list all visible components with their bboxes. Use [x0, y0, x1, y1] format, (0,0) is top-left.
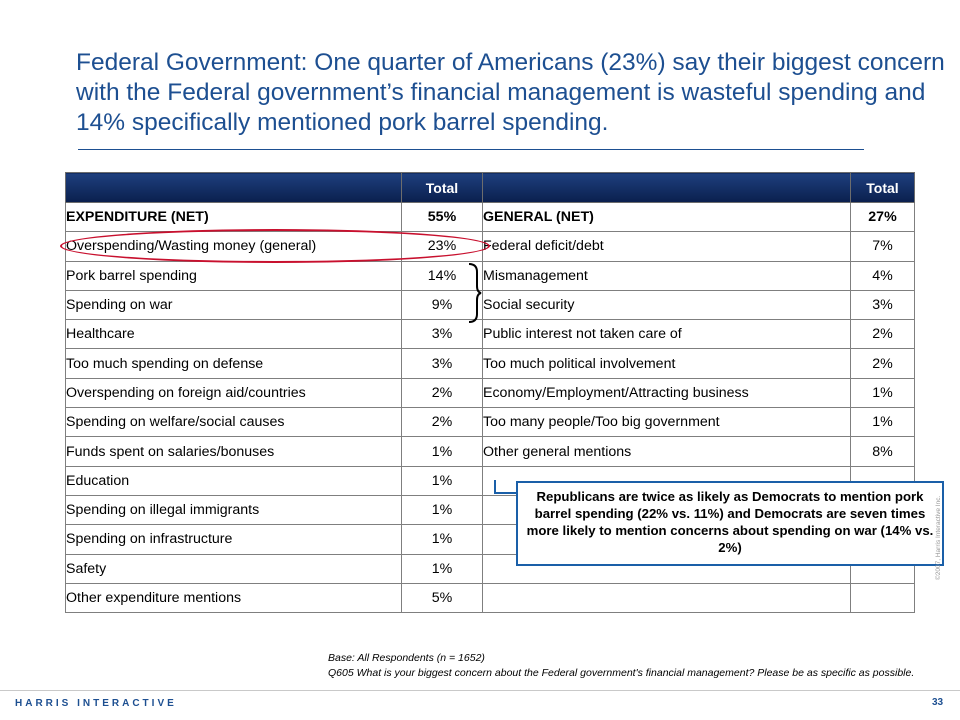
row-label-left: Spending on illegal immigrants [65, 494, 402, 526]
table-row: Healthcare 3% Public interest not taken … [65, 319, 915, 350]
row-value-right: 1% [850, 377, 915, 409]
general-net-label: GENERAL (NET) [482, 201, 851, 233]
row-value-left: 14% [401, 260, 483, 291]
table-row: Spending on welfare/social causes 2% Too… [65, 407, 915, 438]
header-total-2: Total [850, 172, 915, 203]
general-net-value: 27% [850, 201, 915, 233]
row-value-left: 1% [401, 494, 483, 526]
header-total-1: Total [401, 172, 483, 203]
row-value-right: 2% [850, 348, 915, 379]
row-label-left: Spending on war [65, 289, 402, 321]
row-label-right [482, 582, 851, 614]
copyright-notice: ©2007, Harris Interactive Inc. [935, 495, 942, 580]
row-label-left: Pork barrel spending [65, 260, 402, 291]
row-value-left: 1% [401, 436, 483, 467]
header-label-col-1 [65, 172, 402, 203]
row-value-left: 1% [401, 465, 483, 496]
row-value-right: 4% [850, 260, 915, 291]
row-value-left: 3% [401, 348, 483, 379]
footnote: Base: All Respondents (n = 1652) Q605 Wh… [328, 652, 918, 682]
row-label-right: Federal deficit/debt [482, 231, 851, 262]
footnote-question: Q605 What is your biggest concern about … [328, 667, 915, 679]
row-value-left: 2% [401, 407, 483, 438]
callout-box: Republicans are twice as likely as Democ… [516, 481, 944, 566]
row-value-right: 2% [850, 319, 915, 350]
row-value-left: 3% [401, 319, 483, 350]
row-label-left: Spending on infrastructure [65, 524, 402, 555]
highlight-circle [60, 229, 490, 263]
slide-title: Federal Government: One quarter of Ameri… [76, 49, 945, 136]
bracket-annotation [468, 263, 482, 323]
row-value-left: 1% [401, 553, 483, 584]
row-value-left: 2% [401, 377, 483, 409]
table-row: Other expenditure mentions 5% [65, 582, 915, 614]
row-value-right: 3% [850, 289, 915, 321]
row-value-right [850, 582, 915, 614]
table-row: Education 1% [65, 465, 915, 496]
row-label-left: Funds spent on salaries/bonuses [65, 436, 402, 467]
row-label-left: Education [65, 465, 402, 496]
row-label-left: Safety [65, 553, 402, 584]
table-row: Too much spending on defense 3% Too much… [65, 348, 915, 379]
row-label-left: Overspending on foreign aid/countries [65, 377, 402, 409]
expenditure-net-label: EXPENDITURE (NET) [65, 201, 402, 233]
row-value-left: 5% [401, 582, 483, 614]
row-value-left: 9% [401, 289, 483, 321]
table-row: Pork barrel spending 14% Mismanagement 4… [65, 260, 915, 291]
row-value-right: 1% [850, 407, 915, 438]
row-label-right: Too many people/Too big government [482, 407, 851, 438]
row-label-left: Other expenditure mentions [65, 582, 402, 614]
row-label-left: Spending on welfare/social causes [65, 407, 402, 438]
row-label-right: Social security [482, 289, 851, 321]
table-row: Overspending on foreign aid/countries 2%… [65, 377, 915, 409]
row-label-right: Too much political involvement [482, 348, 851, 379]
row-value-right: 8% [850, 436, 915, 467]
row-label-right: Other general mentions [482, 436, 851, 467]
net-row: EXPENDITURE (NET) 55% GENERAL (NET) 27% [65, 201, 915, 233]
table-header-row: Total Total [65, 172, 915, 203]
row-label-right: Mismanagement [482, 260, 851, 291]
callout-connector-vertical [494, 480, 496, 494]
title-divider [78, 149, 864, 150]
row-label-left: Healthcare [65, 319, 402, 350]
footnote-base: Base: All Respondents (n = 1652) [328, 652, 485, 664]
row-label-right: Public interest not taken care of [482, 319, 851, 350]
row-label-left: Too much spending on defense [65, 348, 402, 379]
row-value-left: 1% [401, 524, 483, 555]
expenditure-net-value: 55% [401, 201, 483, 233]
callout-connector-horizontal [494, 492, 516, 494]
table-row: Spending on war 9% Social security 3% [65, 289, 915, 321]
row-value-right: 7% [850, 231, 915, 262]
row-label-right: Economy/Employment/Attracting business [482, 377, 851, 409]
brand-logo-text: HARRIS INTERACTIVE [15, 698, 177, 709]
table-row: Funds spent on salaries/bonuses 1% Other… [65, 436, 915, 467]
page-number: 33 [932, 697, 944, 708]
footer-divider [0, 690, 960, 691]
header-label-col-2 [482, 172, 851, 203]
